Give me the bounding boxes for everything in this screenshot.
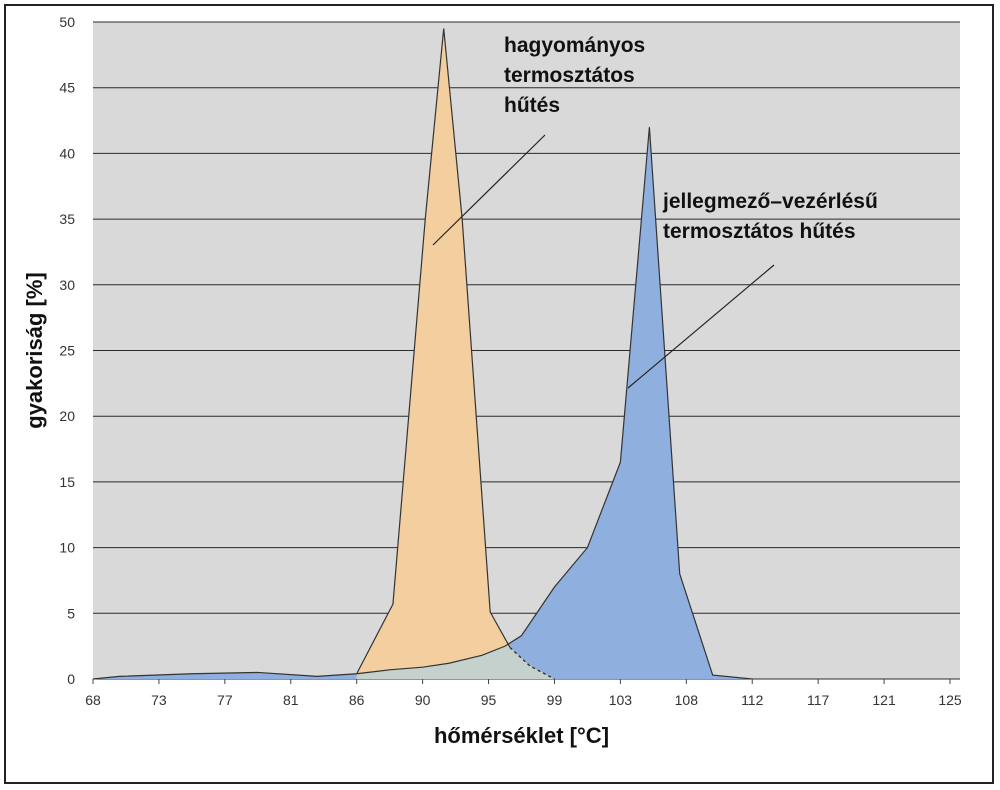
series-area-conventional bbox=[356, 28, 555, 679]
x-tick-label: 81 bbox=[283, 692, 299, 708]
x-tick-label: 121 bbox=[872, 692, 896, 708]
y-tick-label: 40 bbox=[59, 145, 75, 161]
annotations: hagyományos termosztátos hűtés jellegmező–v… bbox=[432, 34, 878, 389]
y-tick-label: 25 bbox=[59, 343, 75, 359]
series-area-map-controlled bbox=[93, 127, 753, 680]
y-tick-label: 20 bbox=[59, 408, 75, 424]
series-line-map-controlled bbox=[92, 127, 753, 680]
y-tick-label: 30 bbox=[59, 277, 75, 293]
series-areas bbox=[92, 28, 753, 680]
x-tick-label: 108 bbox=[675, 692, 699, 708]
x-tick-label: 68 bbox=[85, 692, 101, 708]
annotation-map-controlled-line-1: termosztátos hűtés bbox=[663, 220, 856, 243]
y-tick-label: 15 bbox=[59, 474, 75, 490]
x-tick-label: 99 bbox=[547, 692, 563, 708]
x-tick-label: 117 bbox=[807, 692, 830, 708]
x-tick-label: 112 bbox=[741, 692, 764, 708]
x-axis-title: hőmérséklet [°C] bbox=[434, 723, 609, 748]
y-axis-title: gyakoriság [%] bbox=[22, 272, 47, 429]
x-tick-label: 90 bbox=[415, 692, 431, 708]
x-tick-label: 103 bbox=[609, 692, 633, 708]
gridlines bbox=[93, 21, 960, 680]
series-line-conventional bbox=[356, 28, 511, 675]
x-tick-label: 77 bbox=[217, 692, 233, 708]
annotation-conventional-leader bbox=[432, 134, 546, 246]
y-tick-label: 0 bbox=[67, 671, 75, 687]
annotation-conventional-line-1: termosztátos bbox=[504, 64, 635, 87]
x-tick-label: 125 bbox=[938, 692, 962, 708]
y-tick-label: 50 bbox=[59, 14, 75, 30]
annotation-conventional-line-2: hűtés bbox=[504, 94, 560, 117]
y-tick-label: 45 bbox=[59, 80, 75, 96]
y-tick-label: 35 bbox=[59, 211, 75, 227]
annotation-conventional-line-0: hagyományos bbox=[504, 34, 645, 57]
series-overlap-area bbox=[356, 646, 555, 679]
annotation-map-controlled-line-0: jellegmező–vezérlésű bbox=[662, 190, 878, 213]
y-tick-label: 10 bbox=[59, 540, 75, 556]
y-tick-label: 5 bbox=[67, 605, 75, 621]
annotation-map-controlled-leader bbox=[627, 264, 775, 389]
x-tick-label: 86 bbox=[349, 692, 365, 708]
x-tick-label: 95 bbox=[481, 692, 497, 708]
axis-ticks: 0 5 10 15 20 25 30 35 40 45 50 68 73 77 81 86 90 95 99 103 1… bbox=[59, 14, 961, 708]
x-tick-label: 73 bbox=[151, 692, 167, 708]
